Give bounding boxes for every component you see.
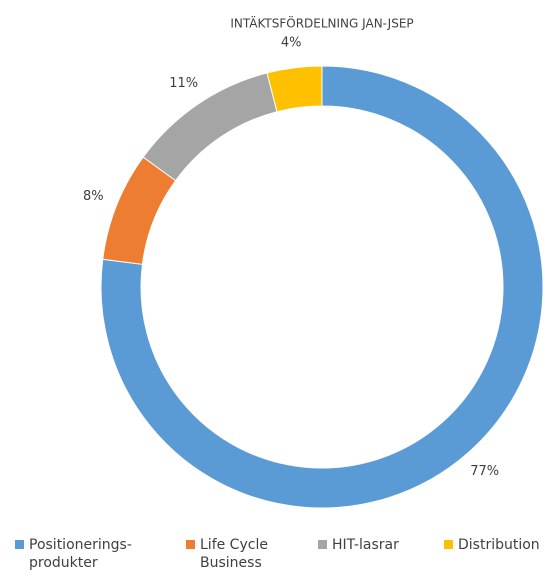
slice [266,65,323,113]
slice [100,65,544,509]
legend-label: Distribution [458,537,540,553]
legend-swatch [15,540,24,549]
data-label: 11% [169,76,198,91]
legend-swatch [444,540,453,549]
legend-item: Distribution [444,536,557,554]
data-label: 4% [281,35,302,50]
legend-item: Life Cycle Business [186,536,306,572]
slice [142,72,278,182]
legend-label: Positionerings-produkter [29,537,132,571]
data-label: 77% [470,464,499,479]
legend-item: HIT-lasrar [318,536,428,554]
legend-swatch [318,540,327,549]
legend-label: HIT-lasrar [332,537,399,553]
legend-item: Positionerings-produkter [15,536,165,572]
data-label: 8% [83,189,104,204]
chart: INTÄKTSFÖRDELNING JAN-JSEP 77% 8% 11% 4% [83,15,544,509]
legend-swatch [186,540,195,549]
legend-label: Life Cycle Business [200,537,268,571]
chart-title: INTÄKTSFÖRDELNING JAN-JSEP [230,15,413,31]
legend: Positionerings-produkter Life Cycle Busin… [0,536,557,576]
